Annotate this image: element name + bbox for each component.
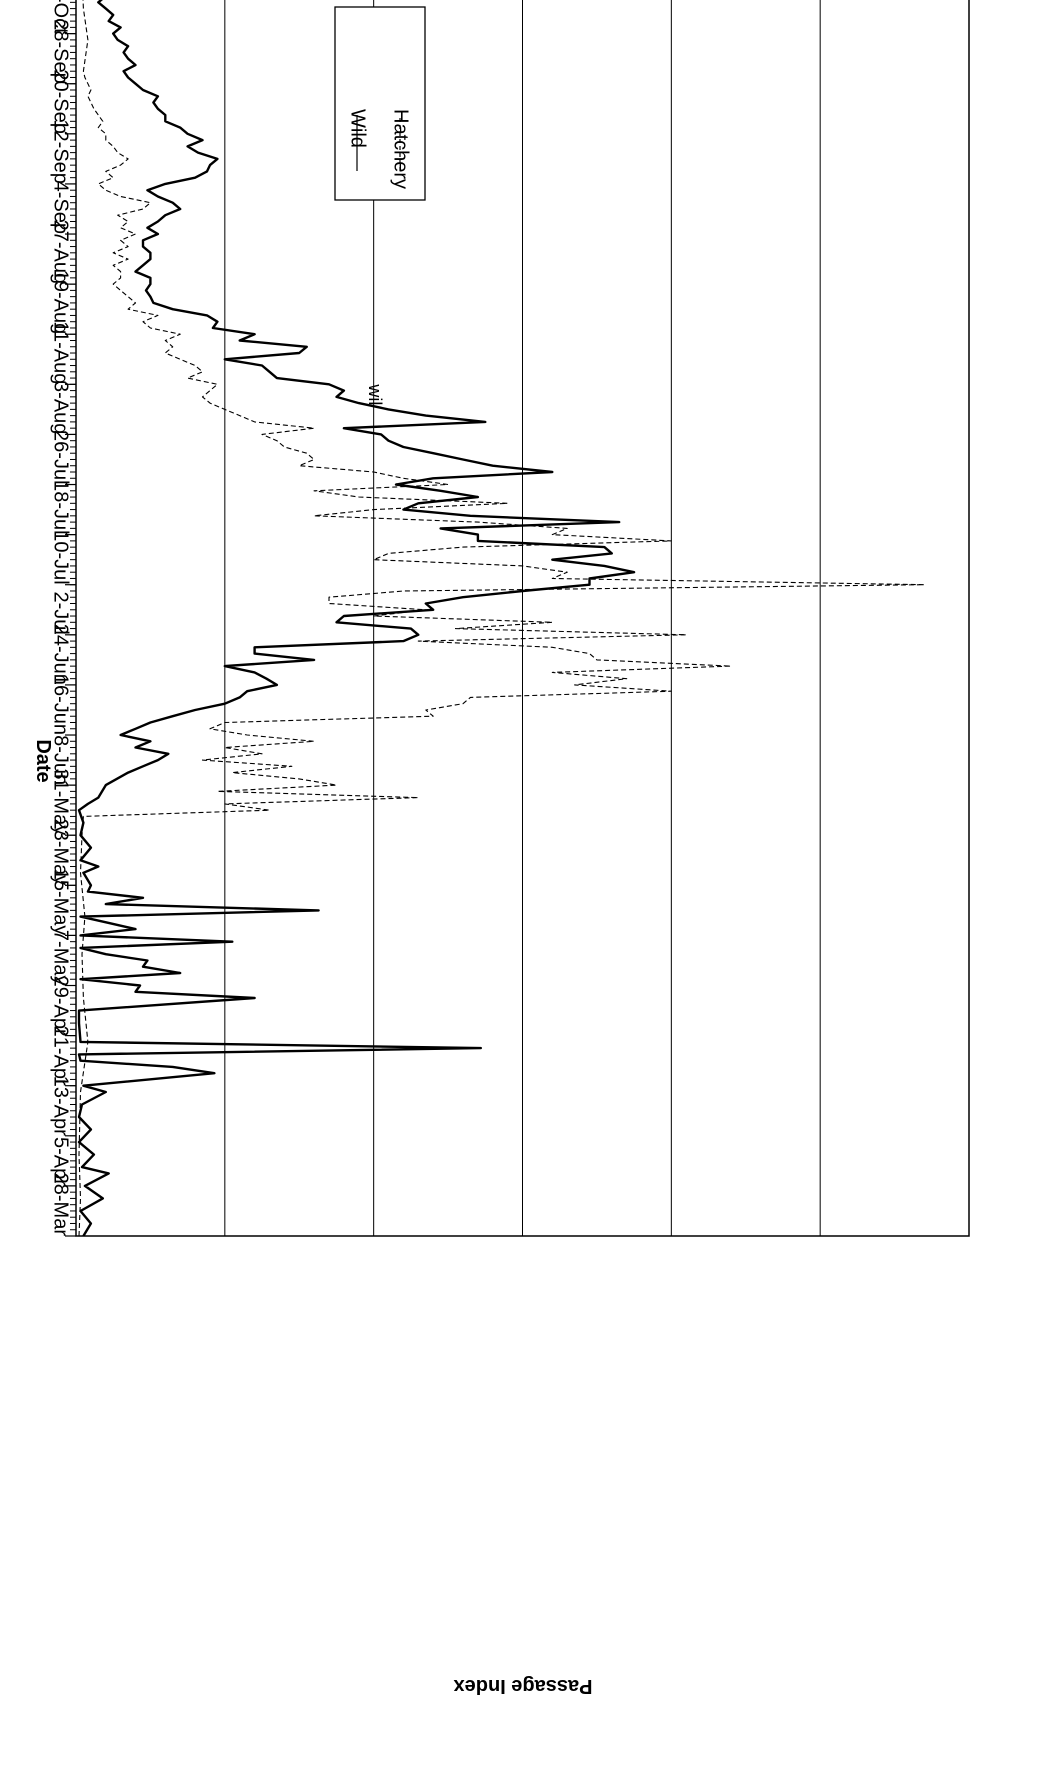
x-tick-label: 3-Aug (50, 381, 72, 434)
legend-label-hatchery: Hatchery (390, 109, 412, 189)
series-line-hatchery (79, 0, 924, 1236)
axes: 010020030040050060028-Mar5-Apr13-Apr21-A… (50, 0, 981, 1236)
x-tick-label: 4-Sep (50, 181, 72, 234)
x-tick-label: 7-May (50, 930, 72, 986)
annotation-label: wil (365, 383, 385, 405)
x-tick-label: 6-Oct (50, 0, 72, 34)
x-tick-label: 5-Apr (50, 1137, 72, 1186)
series-lines (79, 0, 924, 1236)
legend: Wild Hatchery (335, 7, 425, 200)
x-tick-label: 18-Jul (50, 480, 72, 534)
x-tick-label: 10-Jul (50, 530, 72, 584)
annotations: wil (365, 383, 385, 405)
y-axis-title: Passage Index (454, 1675, 593, 1697)
x-axis-title: Date (32, 739, 54, 782)
x-tick-label: 2-Jul (50, 591, 72, 634)
legend-label-wild: Wild (347, 109, 369, 148)
x-tick-label: 26-Jul (50, 430, 72, 484)
